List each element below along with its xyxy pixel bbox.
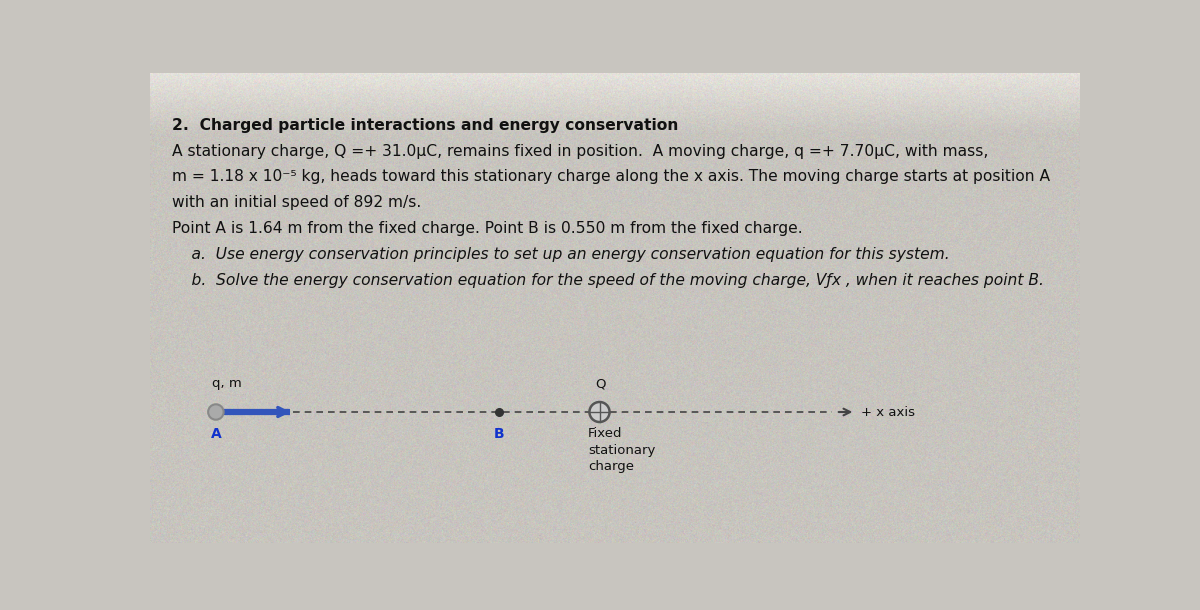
Text: 2.  Charged particle interactions and energy conservation: 2. Charged particle interactions and ene… [172,118,678,133]
Text: b.  Solve the energy conservation equation for the speed of the moving charge, V: b. Solve the energy conservation equatio… [172,273,1044,288]
Text: A: A [211,428,222,442]
Text: + x axis: + x axis [862,406,916,418]
Text: Fixed
stationary
charge: Fixed stationary charge [588,428,655,473]
Text: q, m: q, m [212,378,241,390]
Text: a.  Use energy conservation principles to set up an energy conservation equation: a. Use energy conservation principles to… [172,247,949,262]
Text: A stationary charge, Q =+ 31.0μC, remains fixed in position.  A moving charge, q: A stationary charge, Q =+ 31.0μC, remain… [172,144,988,159]
Text: B: B [494,428,505,442]
Text: with an initial speed of 892 m/s.: with an initial speed of 892 m/s. [172,195,421,210]
Circle shape [208,404,223,420]
Text: m = 1.18 x 10⁻⁵ kg, heads toward this stationary charge along the x axis. The mo: m = 1.18 x 10⁻⁵ kg, heads toward this st… [172,170,1050,184]
Circle shape [589,402,610,422]
Text: Point A is 1.64 m from the fixed charge. Point B is 0.550 m from the fixed charg: Point A is 1.64 m from the fixed charge.… [172,221,803,236]
Text: Q: Q [595,378,606,390]
